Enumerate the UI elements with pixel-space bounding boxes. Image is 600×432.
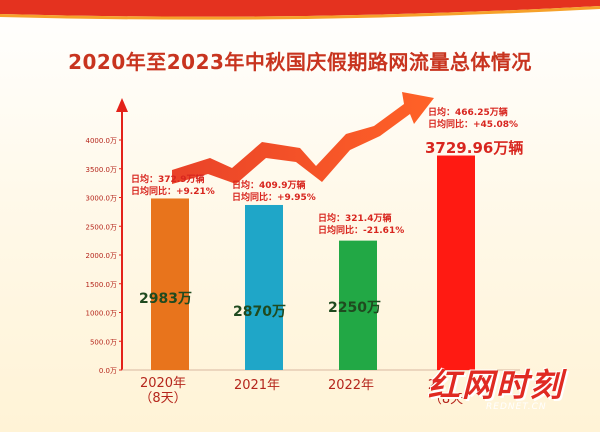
y-tick-label: 3000.0万	[86, 195, 118, 203]
chart-title: 2020年至2023年中秋国庆假期路网流量总体情况	[68, 50, 532, 74]
annotation-2023-line1: 日均：466.25万辆	[428, 108, 508, 118]
value-label-2023: 3729.96万辆	[425, 139, 524, 157]
annotation-2022-line1: 日均：321.4万辆	[318, 214, 392, 224]
value-label-2020: 2983万	[139, 291, 192, 307]
x-label-2020-days: （8天）	[139, 391, 187, 406]
trend-arrow	[172, 92, 434, 184]
annotation-2020: 日均：372.9万辆 日均同比：+9.21%	[131, 174, 215, 198]
annotation-2023-line2: 日均同比：+45.08%	[428, 120, 519, 130]
annotation-2021-line2: 日均同比：+9.95%	[232, 193, 316, 203]
y-tick-label: 2500.0万	[86, 223, 118, 231]
x-label-2020-year: 2020年	[139, 376, 187, 391]
y-tick-label: 3500.0万	[86, 166, 118, 174]
x-label-2020: 2020年 （8天）	[128, 376, 198, 406]
y-tick-label: 4000.0万	[86, 137, 118, 145]
bar-1	[245, 204, 283, 370]
logo-subtext: REDNET.CN	[486, 402, 547, 412]
value-label-2021: 2870万	[233, 304, 286, 320]
annotation-2021: 日均：409.9万辆 日均同比：+9.95%	[232, 180, 316, 204]
x-label-2023-partial: 2	[427, 378, 437, 393]
annotation-2020-line1: 日均：372.9万辆	[131, 175, 205, 185]
y-tick-label: 500.0万	[90, 338, 117, 346]
annotation-2022: 日均：321.4万辆 日均同比：-21.61%	[318, 213, 404, 237]
top-decorative-band	[0, 0, 600, 20]
annotation-2022-line2: 日均同比：-21.61%	[318, 226, 405, 236]
x-label-2022: 2022年	[327, 378, 375, 393]
bar-3	[437, 155, 475, 370]
bar-0	[151, 198, 189, 370]
y-tick-label: 0.0万	[99, 367, 117, 375]
bar-2	[339, 240, 377, 370]
x-label-2023-days: （8天	[428, 392, 464, 407]
rednet-logo: 红网时刻 REDNET.CN	[428, 358, 600, 424]
logo-text: 红网时刻	[428, 366, 565, 404]
y-tick-label: 1000.0万	[86, 310, 118, 318]
x-label-2021: 2021年	[233, 378, 281, 393]
y-axis-arrowhead	[116, 98, 128, 112]
annotation-2023: 日均：466.25万辆 日均同比：+45.08%	[428, 107, 518, 131]
y-tick-label: 2000.0万	[86, 252, 118, 260]
annotation-2020-line2: 日均同比：+9.21%	[131, 187, 215, 197]
annotation-2021-line1: 日均：409.9万辆	[232, 181, 306, 191]
value-label-2022: 2250万	[328, 300, 381, 316]
y-tick-label: 1500.0万	[86, 281, 118, 289]
